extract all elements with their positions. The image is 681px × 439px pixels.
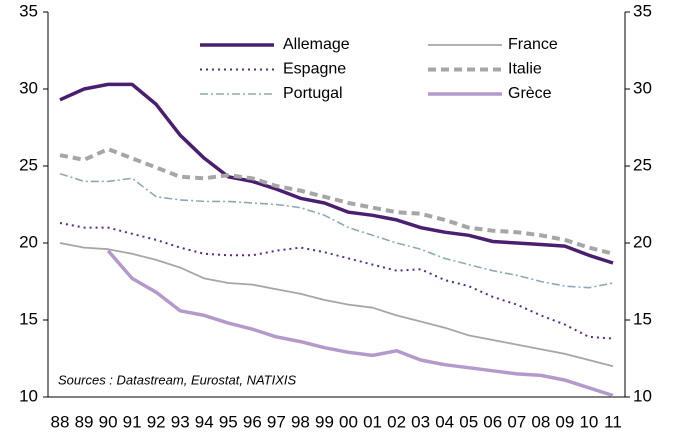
x-tick-label: 98 (291, 412, 310, 431)
series-line (59, 172, 614, 289)
y2-tick-label: 10 (633, 386, 652, 405)
x-tick-label: 92 (147, 412, 166, 431)
legend-label: France (508, 36, 558, 53)
x-tick-label: 07 (507, 412, 526, 431)
x-tick-label: 88 (51, 412, 70, 431)
y-tick-label: 35 (19, 1, 38, 20)
x-tick-label: 97 (267, 412, 286, 431)
y2-tick-label: 30 (633, 78, 652, 97)
y-tick-label: 10 (19, 386, 38, 405)
x-tick-label: 94 (195, 412, 214, 431)
series-line (59, 222, 614, 340)
series-line (106, 249, 614, 398)
series-line (59, 82, 614, 265)
x-tick-label: 01 (363, 412, 382, 431)
y2-tick-label: 25 (633, 155, 652, 174)
y2-tick-label: 20 (633, 232, 652, 251)
x-tick-label: 02 (387, 412, 406, 431)
x-tick-label: 10 (579, 412, 598, 431)
series-line (59, 242, 614, 368)
legend-label: Espagne (283, 61, 346, 78)
x-tick-label: 99 (315, 412, 334, 431)
annotation: Sources : Datastream, Eurostat, NATIXIS (58, 372, 297, 387)
legend-label: Portugal (283, 85, 343, 102)
x-tick-label: 91 (123, 412, 142, 431)
x-tick-label: 95 (219, 412, 238, 431)
y2-tick-label: 35 (633, 1, 652, 20)
y-tick-label: 30 (19, 78, 38, 97)
y-tick-label: 20 (19, 232, 38, 251)
x-tick-label: 03 (411, 412, 430, 431)
x-tick-label: 06 (483, 412, 502, 431)
x-tick-label: 00 (339, 412, 358, 431)
x-tick-label: 04 (435, 412, 454, 431)
x-tick-label: 11 (604, 412, 622, 431)
legend-label: Italie (508, 61, 542, 78)
legend-label: Grèce (508, 85, 552, 102)
y-tick-label: 15 (19, 309, 38, 328)
y2-tick-label: 15 (633, 309, 652, 328)
x-tick-label: 05 (459, 412, 478, 431)
series-line (59, 147, 614, 256)
x-tick-label: 90 (99, 412, 118, 431)
legend-label: Allemage (283, 36, 350, 53)
x-tick-label: 08 (531, 412, 550, 431)
x-tick-label: 93 (171, 412, 190, 431)
x-tick-label: 96 (243, 412, 262, 431)
y-tick-label: 25 (19, 155, 38, 174)
x-tick-label: 09 (555, 412, 574, 431)
x-tick-label: 89 (75, 412, 94, 431)
